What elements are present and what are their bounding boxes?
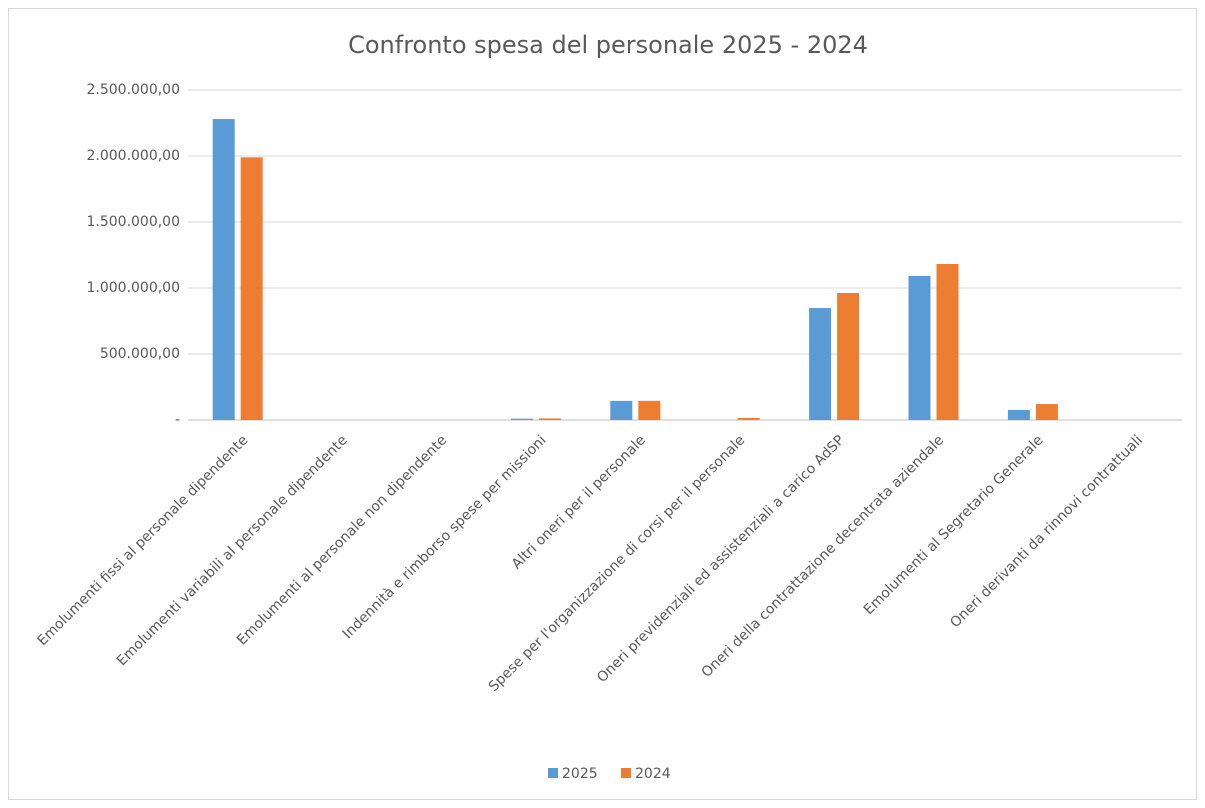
- bar: [936, 263, 959, 420]
- y-tick-label: 1.500.000,00: [86, 214, 180, 230]
- y-tick-label: 500.000,00: [100, 346, 180, 362]
- legend-swatch: [621, 768, 631, 778]
- legend-swatch: [548, 768, 558, 778]
- bar: [212, 119, 235, 420]
- bar: [638, 400, 661, 420]
- chart-title: Confronto spesa del personale 2025 - 202…: [348, 31, 868, 59]
- chart-border: [8, 8, 1197, 800]
- y-tick-label: 1.000.000,00: [86, 280, 180, 296]
- bar: [1035, 404, 1058, 420]
- bar: [1007, 409, 1030, 420]
- bar: [538, 418, 561, 420]
- bar: [510, 418, 533, 420]
- bar: [837, 293, 860, 420]
- y-tick-label: 2.000.000,00: [86, 148, 180, 164]
- bar: [240, 157, 263, 420]
- legend-label: 2025: [562, 766, 598, 782]
- legend-label: 2024: [635, 766, 671, 782]
- bar: [809, 308, 832, 420]
- bar: [610, 400, 633, 420]
- bar: [908, 275, 931, 420]
- bar: [737, 418, 760, 420]
- y-tick-label: 2.500.000,00: [86, 82, 180, 98]
- y-tick-label: -: [175, 412, 180, 428]
